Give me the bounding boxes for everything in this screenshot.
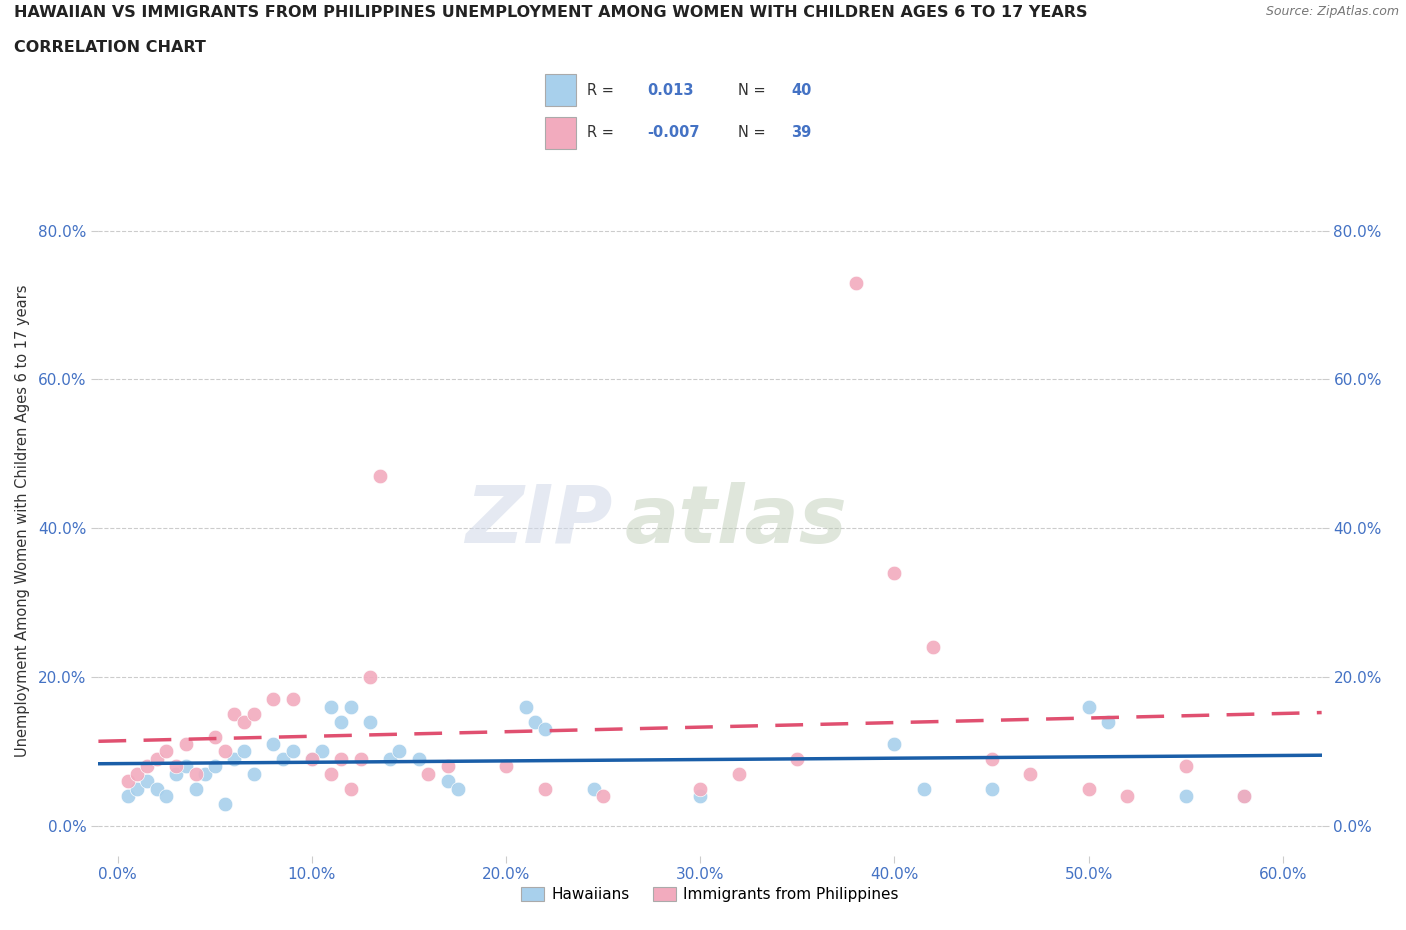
Point xyxy=(349,751,371,766)
Point xyxy=(912,781,935,796)
Bar xyxy=(544,117,576,149)
Point xyxy=(242,707,264,722)
Point xyxy=(311,744,333,759)
Text: R =: R = xyxy=(588,126,619,140)
Point xyxy=(155,744,177,759)
Point xyxy=(184,766,207,781)
Point xyxy=(359,670,381,684)
Bar xyxy=(544,74,576,106)
Point xyxy=(174,737,197,751)
Point xyxy=(1174,759,1197,774)
Point xyxy=(1019,766,1042,781)
Point xyxy=(184,781,207,796)
Point xyxy=(883,565,905,580)
Point xyxy=(922,640,945,655)
Point xyxy=(1077,781,1099,796)
Point xyxy=(340,781,363,796)
Point xyxy=(980,781,1002,796)
Text: R =: R = xyxy=(588,83,619,98)
Point xyxy=(301,751,323,766)
Point xyxy=(136,759,159,774)
Text: CORRELATION CHART: CORRELATION CHART xyxy=(14,40,205,55)
Text: N =: N = xyxy=(738,126,770,140)
Point xyxy=(281,692,304,707)
Point xyxy=(214,744,236,759)
Point xyxy=(340,699,363,714)
Point xyxy=(728,766,751,781)
Point xyxy=(145,751,167,766)
Point xyxy=(689,789,711,804)
Point xyxy=(194,766,217,781)
Point xyxy=(262,737,284,751)
Point xyxy=(1233,789,1256,804)
Point xyxy=(437,774,460,789)
Point xyxy=(242,766,264,781)
Legend: Hawaiians, Immigrants from Philippines: Hawaiians, Immigrants from Philippines xyxy=(515,881,905,909)
Point xyxy=(321,699,343,714)
Point xyxy=(224,707,246,722)
Point xyxy=(1233,789,1256,804)
Point xyxy=(233,744,256,759)
Point xyxy=(321,766,343,781)
Point xyxy=(1077,699,1099,714)
Point xyxy=(127,766,149,781)
Point xyxy=(330,751,353,766)
Point xyxy=(204,729,226,744)
Point xyxy=(1097,714,1119,729)
Point xyxy=(136,774,159,789)
Point xyxy=(388,744,411,759)
Point xyxy=(271,751,294,766)
Text: 39: 39 xyxy=(790,126,811,140)
Point xyxy=(233,714,256,729)
Point xyxy=(117,789,139,804)
Point xyxy=(418,766,440,781)
Point xyxy=(127,781,149,796)
Point xyxy=(515,699,537,714)
Point xyxy=(214,796,236,811)
Point xyxy=(145,781,167,796)
Point xyxy=(224,751,246,766)
Point xyxy=(524,714,547,729)
Point xyxy=(689,781,711,796)
Point xyxy=(582,781,605,796)
Point xyxy=(359,714,381,729)
Point xyxy=(786,751,808,766)
Point xyxy=(378,751,401,766)
Point xyxy=(281,744,304,759)
Point xyxy=(165,759,187,774)
Point xyxy=(301,751,323,766)
Point xyxy=(155,789,177,804)
Point xyxy=(1116,789,1139,804)
Point xyxy=(330,714,353,729)
Y-axis label: Unemployment Among Women with Children Ages 6 to 17 years: Unemployment Among Women with Children A… xyxy=(15,285,30,757)
Text: 40: 40 xyxy=(790,83,811,98)
Point xyxy=(845,275,868,290)
Text: N =: N = xyxy=(738,83,770,98)
Point xyxy=(174,759,197,774)
Point xyxy=(980,751,1002,766)
Point xyxy=(495,759,517,774)
Text: HAWAIIAN VS IMMIGRANTS FROM PHILIPPINES UNEMPLOYMENT AMONG WOMEN WITH CHILDREN A: HAWAIIAN VS IMMIGRANTS FROM PHILIPPINES … xyxy=(14,5,1088,20)
Point xyxy=(1174,789,1197,804)
Point xyxy=(883,737,905,751)
Text: ZIP: ZIP xyxy=(465,482,612,560)
Point xyxy=(408,751,430,766)
Point xyxy=(437,759,460,774)
Text: Source: ZipAtlas.com: Source: ZipAtlas.com xyxy=(1265,5,1399,18)
Point xyxy=(368,469,391,484)
Point xyxy=(534,722,557,737)
Point xyxy=(592,789,614,804)
Point xyxy=(262,692,284,707)
Point xyxy=(204,759,226,774)
Text: -0.007: -0.007 xyxy=(647,126,699,140)
Point xyxy=(117,774,139,789)
Point xyxy=(534,781,557,796)
Text: 0.013: 0.013 xyxy=(647,83,693,98)
Point xyxy=(446,781,468,796)
Text: atlas: atlas xyxy=(624,482,848,560)
Point xyxy=(165,766,187,781)
